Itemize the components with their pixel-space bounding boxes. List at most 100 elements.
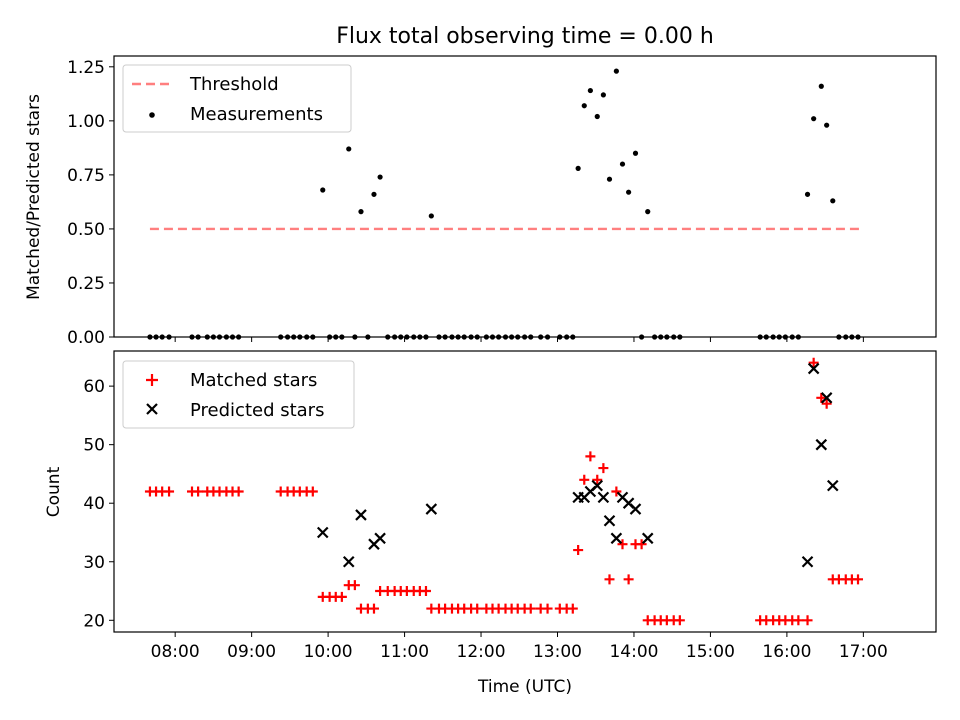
legend-measurements-swatch [149, 112, 155, 118]
count-points [144, 357, 864, 626]
measurement-point [538, 334, 544, 340]
measurement-point [606, 176, 613, 182]
measurement-point [223, 334, 230, 340]
matched-star-marker [623, 574, 634, 585]
measurement-point [849, 334, 855, 340]
measurement-point [671, 334, 677, 340]
matched-star-marker [193, 486, 204, 497]
measurement-point [385, 334, 391, 340]
measurement-point [770, 334, 776, 340]
measurement-point [843, 334, 849, 340]
x-tick-label: 09:00 [227, 642, 276, 662]
measurement-point [377, 174, 383, 180]
measurement-point [352, 334, 358, 340]
x-tick-label: 17:00 [839, 642, 888, 662]
ratio-y-tick-label: 0.25 [67, 274, 105, 294]
count-legend-box [122, 360, 355, 429]
legend-predicted-label: Predicted stars [190, 400, 324, 421]
measurement-point [304, 334, 310, 340]
predicted-star-marker [355, 509, 367, 521]
ratio-x-ticks [174, 337, 864, 342]
matched-star-marker [611, 486, 622, 497]
predicted-star-marker [820, 392, 833, 404]
matched-star-marker [472, 603, 483, 614]
measurement-point [436, 334, 442, 340]
ratio-y-axis: 0.00 0.25 0.50 0.75 1.00 1.25 [67, 58, 114, 348]
count-y-tick-label: 40 [83, 494, 105, 514]
measurement-point [658, 334, 664, 340]
predicted-star-marker [629, 503, 642, 515]
matched-star-marker [808, 357, 819, 368]
x-tick-label: 10:00 [304, 642, 353, 662]
measurement-point [449, 334, 455, 340]
count-y-tick-label: 20 [83, 611, 105, 631]
matched-star-marker [585, 451, 596, 462]
matched-star-marker [233, 486, 244, 497]
measurement-point [564, 334, 570, 340]
measurement-point [339, 334, 345, 340]
measurement-point [613, 68, 619, 74]
measurement-point [371, 191, 377, 197]
measurement-point [365, 334, 371, 340]
matched-star-marker [164, 486, 175, 497]
matched-star-marker [617, 539, 628, 550]
legend-matched-swatch [146, 374, 158, 386]
legend-matched-label: Matched stars [190, 370, 317, 391]
measurement-point [581, 103, 587, 109]
measurement-point [204, 334, 210, 340]
x-tick-label: 13:00 [533, 642, 582, 662]
measurement-point [333, 334, 339, 340]
measurement-point [216, 334, 223, 340]
measurement-point [166, 334, 172, 340]
measurement-point [297, 334, 303, 340]
measurement-point [509, 334, 515, 340]
ratio-y-tick-label: 0.00 [67, 328, 105, 348]
x-tick-label: 12:00 [457, 642, 506, 662]
measurement-point [619, 161, 626, 167]
measurement-point [855, 334, 861, 340]
measurement-point [594, 113, 600, 120]
measurement-point [570, 334, 576, 340]
measurement-point [236, 334, 242, 340]
matched-star-marker [674, 615, 685, 626]
count-x-axis: 08:00 09:00 10:00 11:00 12:00 13:00 14:00 15:00… [151, 632, 888, 662]
predicted-star-marker [374, 532, 386, 545]
matched-star-marker [542, 603, 553, 614]
matched-star-marker [420, 586, 431, 597]
measurement-point [544, 334, 551, 340]
measurement-point [575, 165, 581, 171]
measurement-point [417, 334, 423, 340]
predicted-star-marker [316, 526, 329, 539]
x-tick-label: 11:00 [380, 642, 429, 662]
measurement-point [483, 334, 489, 340]
measurement-point [502, 334, 509, 340]
count-panel: 20 30 40 50 60 08:00 09:00 10:00 11:00 12:00 13:0… [44, 350, 937, 697]
x-tick-label: 15:00 [686, 642, 735, 662]
measurement-point [461, 334, 467, 340]
matched-star-marker [821, 398, 832, 409]
predicted-star-marker [807, 362, 820, 375]
ratio-y-label: Matched/Predicted stars [24, 94, 44, 300]
matched-star-marker [793, 615, 804, 626]
measurement-point [468, 334, 474, 340]
measurement-point [153, 334, 159, 340]
measurement-point [804, 191, 811, 197]
predicted-star-marker [425, 503, 438, 515]
predicted-star-marker [610, 532, 623, 545]
measurement-point [632, 150, 639, 156]
measurement-point [811, 116, 817, 122]
matched-star-marker [525, 603, 536, 614]
ratio-legend: Threshold Measurements [122, 64, 352, 133]
measurement-point [789, 334, 795, 340]
x-tick-label: 14:00 [609, 642, 658, 662]
measurement-point [229, 334, 236, 340]
measurement-point [278, 334, 284, 340]
measurement-point [159, 334, 165, 340]
measurement-point [428, 213, 434, 219]
predicted-star-marker [591, 479, 604, 492]
ratio-y-tick-label: 0.75 [67, 166, 105, 186]
measurement-point [147, 334, 153, 340]
measurement-point [830, 198, 836, 204]
legend-measurements-label: Measurements [190, 104, 323, 125]
